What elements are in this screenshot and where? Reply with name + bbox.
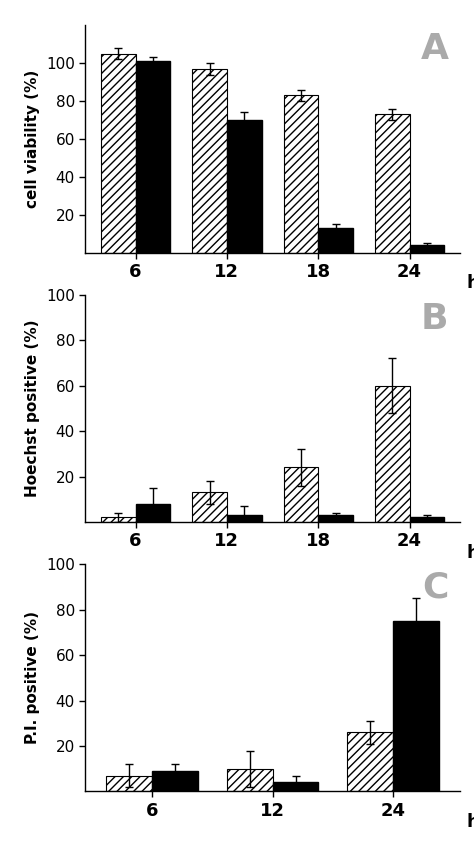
- Bar: [136, 61, 170, 253]
- Bar: [152, 771, 198, 791]
- Bar: [375, 386, 410, 522]
- Bar: [347, 733, 393, 791]
- Bar: [273, 782, 319, 791]
- Bar: [283, 95, 318, 253]
- Bar: [106, 775, 152, 791]
- Y-axis label: cell viability (%): cell viability (%): [26, 70, 40, 208]
- Text: hpi: hpi: [467, 813, 474, 831]
- Bar: [410, 518, 444, 522]
- Text: C: C: [422, 571, 448, 605]
- Bar: [227, 120, 262, 253]
- Bar: [318, 228, 353, 253]
- Bar: [410, 245, 444, 253]
- Bar: [136, 504, 170, 522]
- Bar: [227, 515, 262, 522]
- Bar: [283, 467, 318, 522]
- Bar: [393, 621, 439, 791]
- Bar: [375, 115, 410, 253]
- Bar: [101, 54, 136, 253]
- Bar: [192, 493, 227, 522]
- Bar: [192, 69, 227, 253]
- Text: B: B: [421, 301, 448, 335]
- Bar: [227, 769, 273, 791]
- Text: hpi: hpi: [467, 274, 474, 292]
- Y-axis label: Hoechst positive (%): Hoechst positive (%): [26, 320, 40, 497]
- Bar: [101, 518, 136, 522]
- Text: hpi: hpi: [467, 544, 474, 562]
- Bar: [318, 515, 353, 522]
- Text: A: A: [420, 32, 448, 66]
- Y-axis label: P.I. positive (%): P.I. positive (%): [26, 611, 40, 744]
